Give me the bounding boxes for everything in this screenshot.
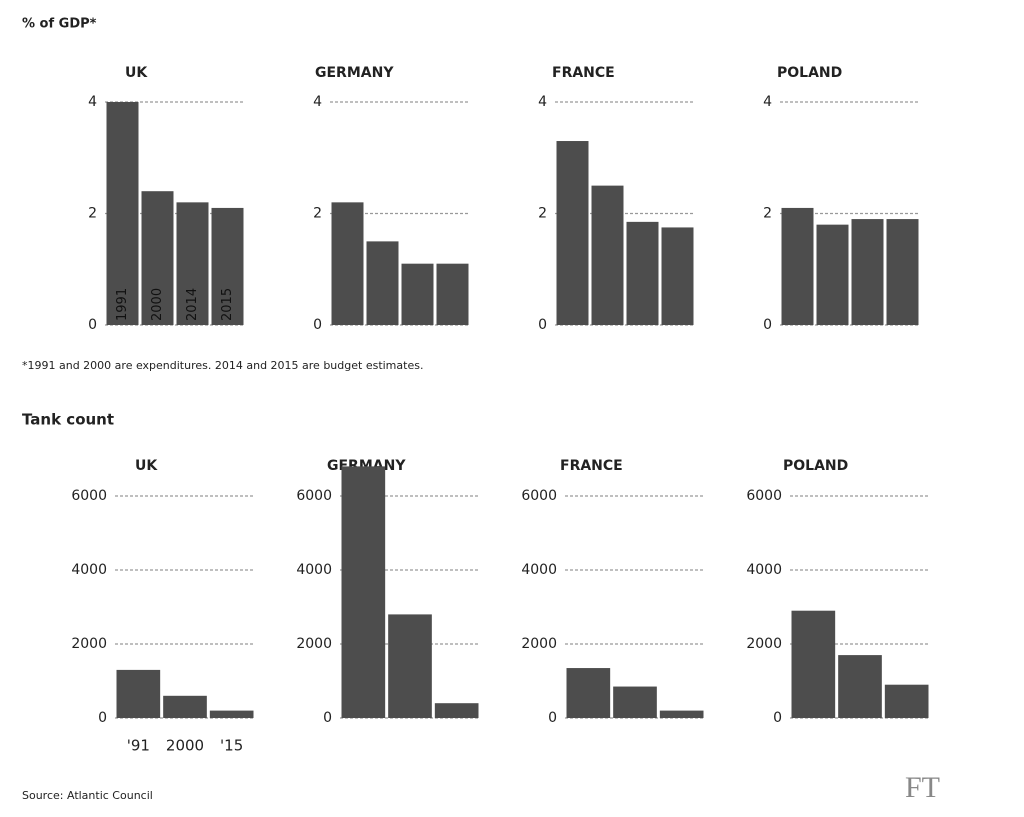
- bar: [163, 695, 207, 718]
- y-tick-label: 4000: [746, 562, 782, 578]
- x-tick-label: '15: [220, 737, 243, 755]
- bar: [591, 185, 624, 325]
- panel-title: POLAND: [783, 458, 848, 474]
- source: Source: Atlantic Council: [22, 789, 153, 802]
- y-tick-label: 2: [763, 206, 772, 222]
- y-tick-label: 0: [548, 710, 557, 726]
- y-tick-label: 6000: [71, 488, 107, 504]
- bar: [401, 263, 434, 325]
- bar: [851, 219, 884, 325]
- y-tick-label: 4: [538, 94, 547, 110]
- bar: [566, 668, 611, 718]
- panel-title: GERMANY: [315, 65, 394, 81]
- y-tick-label: 2: [538, 206, 547, 222]
- bar: [434, 703, 479, 718]
- y-tick-label: 4000: [521, 562, 557, 578]
- y-tick-label: 4: [88, 94, 97, 110]
- bar: [341, 466, 386, 718]
- y-tick-label: 0: [313, 317, 322, 333]
- bar: [556, 141, 589, 325]
- logo: FT: [905, 771, 940, 804]
- y-tick-label: 6000: [296, 488, 332, 504]
- y-tick-label: 2000: [521, 636, 557, 652]
- y-tick-label: 6000: [521, 488, 557, 504]
- y-tick-label: 6000: [746, 488, 782, 504]
- x-tick-label: 2000: [166, 737, 204, 755]
- y-tick-label: 2000: [296, 636, 332, 652]
- bar: [388, 614, 432, 718]
- bar: [659, 710, 704, 718]
- bar: [781, 207, 814, 325]
- bar: [331, 202, 364, 325]
- y-tick-label: 0: [98, 710, 107, 726]
- bar: [791, 610, 836, 718]
- bar: [838, 655, 882, 718]
- y-tick-label: 4: [313, 94, 322, 110]
- panel-title: POLAND: [777, 65, 842, 81]
- bar: [661, 227, 694, 325]
- bar: [626, 221, 659, 325]
- bar: [886, 219, 919, 325]
- section-title: Tank count: [22, 411, 114, 429]
- panel-title: UK: [135, 458, 158, 474]
- y-tick-label: 2: [313, 206, 322, 222]
- bar: [209, 710, 254, 718]
- y-tick-label: 4000: [71, 562, 107, 578]
- y-tick-label: 4: [763, 94, 772, 110]
- y-tick-label: 0: [538, 317, 547, 333]
- panel-title: UK: [125, 65, 148, 81]
- bar: [106, 102, 139, 325]
- y-tick-label: 0: [88, 317, 97, 333]
- panel-title: FRANCE: [560, 458, 623, 474]
- y-tick-label: 0: [773, 710, 782, 726]
- bar: [884, 684, 929, 718]
- bar: [436, 263, 469, 325]
- footnote: *1991 and 2000 are expenditures. 2014 an…: [22, 359, 423, 372]
- x-tick-label: 1991: [115, 288, 130, 321]
- x-tick-label: 2000: [150, 288, 165, 321]
- bar: [116, 669, 161, 718]
- bar: [366, 241, 399, 325]
- bar: [816, 224, 849, 325]
- bar: [176, 202, 209, 325]
- x-tick-label: '91: [127, 737, 150, 755]
- y-tick-label: 0: [763, 317, 772, 333]
- y-tick-label: 2000: [746, 636, 782, 652]
- x-tick-label: 2015: [220, 288, 235, 321]
- bar: [211, 207, 244, 325]
- x-tick-label: 2014: [185, 288, 200, 321]
- bar: [141, 191, 174, 325]
- y-tick-label: 4000: [296, 562, 332, 578]
- y-tick-label: 2: [88, 206, 97, 222]
- bar: [613, 686, 657, 718]
- subtitle: % of GDP*: [22, 17, 97, 32]
- y-tick-label: 2000: [71, 636, 107, 652]
- panel-title: FRANCE: [552, 65, 615, 81]
- y-tick-label: 0: [323, 710, 332, 726]
